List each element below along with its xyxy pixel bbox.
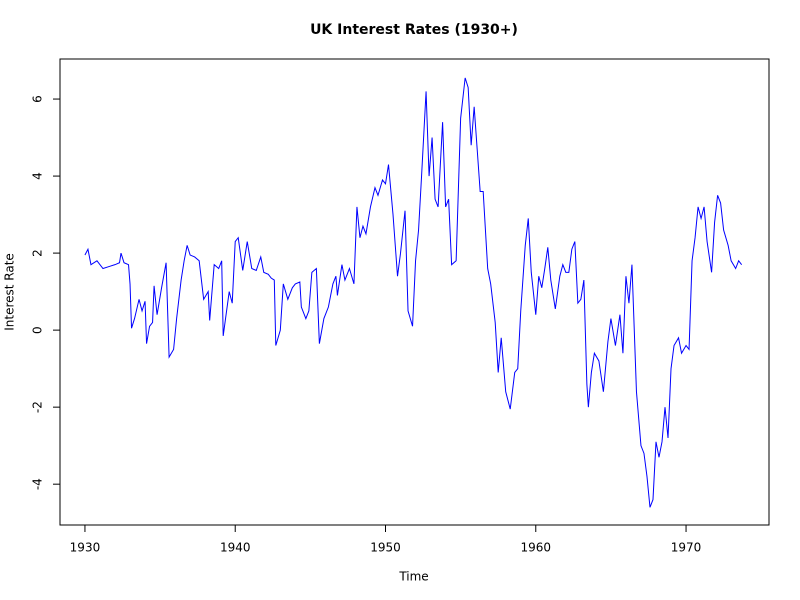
y-tick-label: 6 [31, 95, 45, 103]
y-tick-label: 4 [31, 172, 45, 180]
x-tick-label: 1960 [520, 541, 551, 555]
x-tick-label: 1940 [220, 541, 251, 555]
y-tick-label: 2 [31, 249, 45, 257]
plot-frame [59, 58, 770, 526]
x-tick-label: 1930 [70, 541, 101, 555]
y-tick-label: -2 [31, 401, 45, 413]
y-tick-label: -4 [31, 478, 45, 490]
y-axis-label: Interest Rate [3, 253, 17, 331]
y-tick-label: 0 [31, 326, 45, 334]
x-axis-label: Time [398, 570, 428, 584]
chart-title: UK Interest Rates (1930+) [310, 22, 518, 38]
x-tick-label: 1950 [370, 541, 401, 555]
series-line [84, 77, 743, 508]
x-tick-label: 1970 [671, 541, 702, 555]
